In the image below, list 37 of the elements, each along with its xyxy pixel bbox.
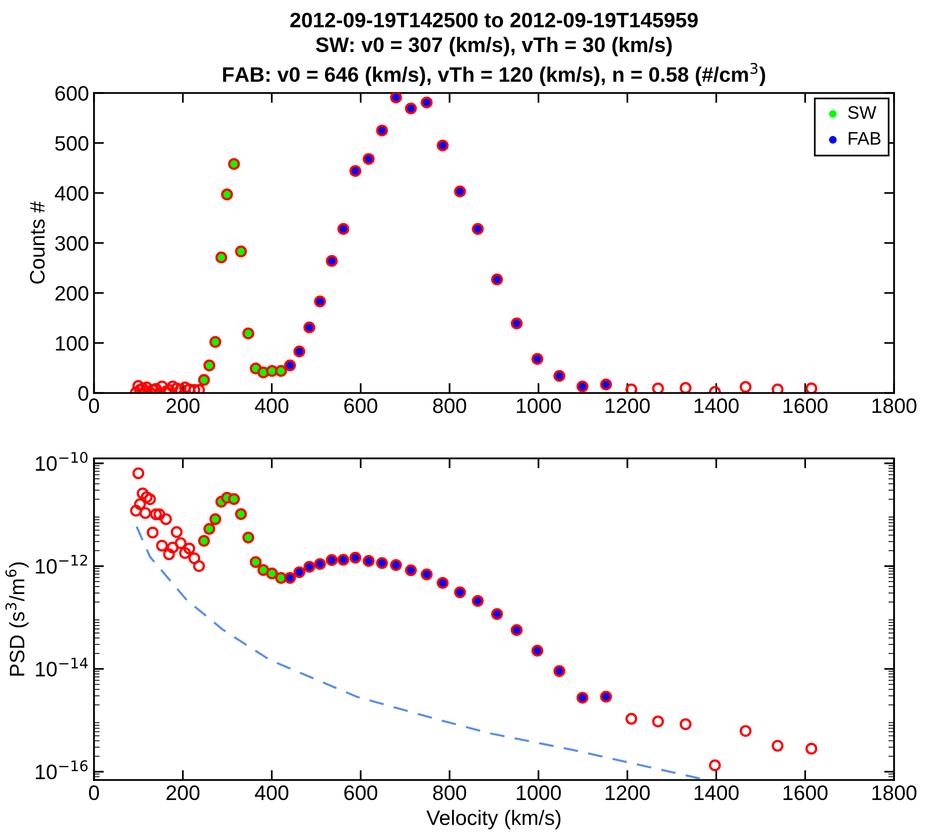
x-tick-label: 1600 [784, 398, 828, 414]
x-tick-label: 1000 [516, 785, 561, 800]
y-tick-label: 400 [54, 186, 88, 201]
x-tick-label: 1600 [784, 785, 828, 800]
y-axis-title: PSD (s$^{3}$/m$^{6}$) [5, 562, 29, 676]
x-tick-label: 400 [254, 785, 288, 800]
y-tick-label: 600 [55, 86, 88, 101]
x-tick-label: 0 [89, 398, 99, 414]
y-tick-label: 100 [56, 336, 88, 351]
x-tick-label: 0 [89, 785, 99, 800]
x-tick-label: 1800 [872, 398, 916, 414]
y-tick-label: 200 [55, 286, 88, 301]
y-tick-label: 500 [55, 136, 88, 151]
x-tick-label: 1200 [606, 785, 650, 800]
x-tick-label: 1400 [694, 785, 739, 800]
x-tick-label: 1400 [694, 398, 739, 414]
y-tick-label: 10$^{−12}$ [36, 554, 88, 574]
legend-label: SW [848, 106, 876, 119]
x-tick-label: 600 [344, 398, 378, 414]
x-tick-label: 800 [433, 398, 466, 414]
x-tick-label: 200 [166, 398, 200, 414]
x-tick-label: 1000 [516, 398, 561, 414]
chart-title: 2012-09-19T142500 to 2012-09-19T145959 SW: v0 = 307 (km/s), vTh = 30 (km/s) FAB: v0 = 646 (km/s), vTh = 120 (km/s), n = 0.58 (#/cm$^{3}$) [223, 12, 766, 86]
x-axis-title: Velocity (km/s) [426, 810, 560, 830]
x-tick-label: 600 [344, 785, 378, 800]
y-tick-label: 300 [55, 236, 88, 251]
y-tick-label: 10$^{−16}$ [36, 760, 88, 780]
x-tick-label: 200 [166, 785, 200, 800]
legend-label: FAB [848, 132, 880, 145]
y-tick-label: 0 [78, 386, 88, 401]
x-tick-label: 800 [433, 785, 466, 800]
x-tick-label: 1200 [606, 398, 650, 414]
y-tick-label: 10$^{−14}$ [36, 658, 88, 677]
x-tick-label: 400 [254, 398, 288, 414]
x-tick-label: 1800 [872, 785, 916, 800]
y-tick-label: 10$^{−10}$ [36, 452, 88, 471]
y-axis-title: Counts # [30, 201, 45, 284]
